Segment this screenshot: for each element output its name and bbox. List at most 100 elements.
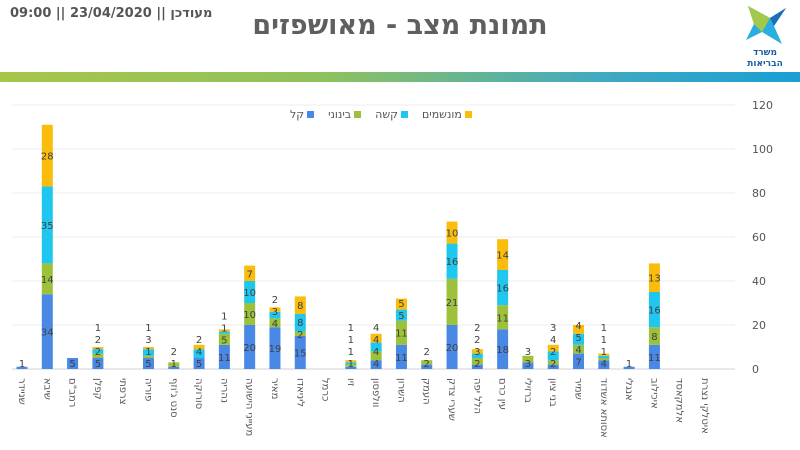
header-gradient-band xyxy=(0,72,800,82)
bar-segment xyxy=(294,331,306,336)
bar-segment xyxy=(421,364,433,369)
legend-swatch xyxy=(307,111,315,118)
data-label: 11 xyxy=(496,313,509,324)
x-tick-label: פוריה xyxy=(142,378,153,401)
x-tick-label: העמק xyxy=(421,378,432,405)
y-tick-label: 20 xyxy=(752,319,766,332)
bar-segment xyxy=(446,278,458,325)
bar-segment xyxy=(244,265,256,281)
x-tick-label: ליניאדו xyxy=(294,378,305,407)
bar-segment xyxy=(244,281,256,303)
bar-segment xyxy=(573,353,585,369)
bar-segment xyxy=(193,349,205,358)
bar-segment xyxy=(142,349,154,356)
y-tick-label: 120 xyxy=(752,99,773,112)
bar-segment xyxy=(269,307,281,312)
data-label: 8 xyxy=(651,332,657,343)
data-label: 11 xyxy=(648,353,661,364)
x-tick-label: מעייני הישועה xyxy=(244,378,255,436)
data-label: 3 xyxy=(474,347,480,358)
data-label: 1 xyxy=(348,335,354,346)
bar-segment xyxy=(218,333,230,345)
bar-segment xyxy=(345,366,357,369)
bar-segment xyxy=(370,351,382,361)
x-tick-label: הלל יפה xyxy=(471,378,482,414)
x-tick-label: אסותא אשדוד xyxy=(598,378,609,438)
data-label: 3 xyxy=(550,323,556,334)
data-label: 4 xyxy=(373,347,379,358)
data-label: 35 xyxy=(41,221,54,232)
data-label: 4 xyxy=(575,321,581,332)
bar-segment xyxy=(193,358,205,369)
legend-label: בינוני xyxy=(328,108,352,121)
bar-segment xyxy=(522,355,534,363)
bar-segment xyxy=(598,353,610,356)
legend-swatch xyxy=(400,111,408,118)
bar-segment xyxy=(598,360,610,369)
data-label: 4 xyxy=(575,345,581,356)
data-label: 10 xyxy=(446,229,459,240)
bar-segment xyxy=(446,325,458,369)
data-label: 5 xyxy=(69,359,75,370)
bar-segment xyxy=(497,305,509,330)
data-label: 2 xyxy=(424,359,430,370)
data-label: 2 xyxy=(95,335,101,346)
bar-segment xyxy=(41,263,53,295)
ministry-logo: משרד הבריאות xyxy=(735,4,795,70)
x-tick-label: סנט ג'וזף xyxy=(168,378,179,418)
bar-segment xyxy=(471,364,483,369)
bar-segment xyxy=(269,327,281,369)
bar-segment xyxy=(522,362,534,369)
bar-segment xyxy=(218,329,230,332)
data-label: 11 xyxy=(395,329,408,340)
data-label: 5 xyxy=(575,333,581,344)
data-label: 1 xyxy=(601,323,607,334)
x-tick-label: אנגלי xyxy=(623,378,634,401)
data-label: 14 xyxy=(496,251,509,262)
bar-segment xyxy=(41,124,53,187)
bar-segment xyxy=(547,351,559,361)
bar-segment xyxy=(446,243,458,279)
data-label: 1 xyxy=(348,347,354,358)
last-updated: מעודכן || 23/04/2020 || 09:00 xyxy=(10,6,213,21)
data-label: 34 xyxy=(41,328,54,339)
x-tick-label: רמב"ם xyxy=(67,378,78,407)
y-tick-label: 100 xyxy=(752,143,773,156)
bar-segment xyxy=(471,349,483,354)
bar-segment xyxy=(142,358,154,369)
legend-swatch xyxy=(464,111,472,118)
data-label: 15 xyxy=(294,349,307,360)
x-tick-label: עין כרם xyxy=(497,378,508,410)
bar-segment xyxy=(648,292,660,328)
bar-segment xyxy=(370,360,382,369)
data-label: 2 xyxy=(550,347,556,358)
bar-segment xyxy=(294,314,306,332)
data-label: 1 xyxy=(145,323,151,334)
bar-segment xyxy=(41,294,53,369)
legend-item: מונשמים xyxy=(422,108,472,121)
data-label: 10 xyxy=(243,288,256,299)
data-label: 11 xyxy=(395,353,408,364)
data-label: 8 xyxy=(297,318,303,329)
data-label: 4 xyxy=(601,359,607,370)
x-tick-label: נהריה xyxy=(218,378,229,403)
bar-segment xyxy=(395,344,407,369)
bar-segment xyxy=(67,358,79,369)
data-label: 13 xyxy=(648,274,661,285)
data-label: 20 xyxy=(446,343,459,354)
bar-segment xyxy=(244,303,256,325)
data-label: 4 xyxy=(373,359,379,370)
x-tick-label: אלמקאסד xyxy=(674,378,685,423)
data-label: 1 xyxy=(626,359,632,370)
bar-segment xyxy=(92,347,104,350)
data-label: 5 xyxy=(196,359,202,370)
bar-segment xyxy=(395,309,407,321)
data-label: 20 xyxy=(243,343,256,354)
bar-segment xyxy=(244,325,256,369)
bar-segment xyxy=(547,344,559,352)
bar-segment xyxy=(623,366,635,369)
data-label: 1 xyxy=(171,359,177,370)
bar-segment xyxy=(648,263,660,292)
data-label: 2 xyxy=(474,359,480,370)
